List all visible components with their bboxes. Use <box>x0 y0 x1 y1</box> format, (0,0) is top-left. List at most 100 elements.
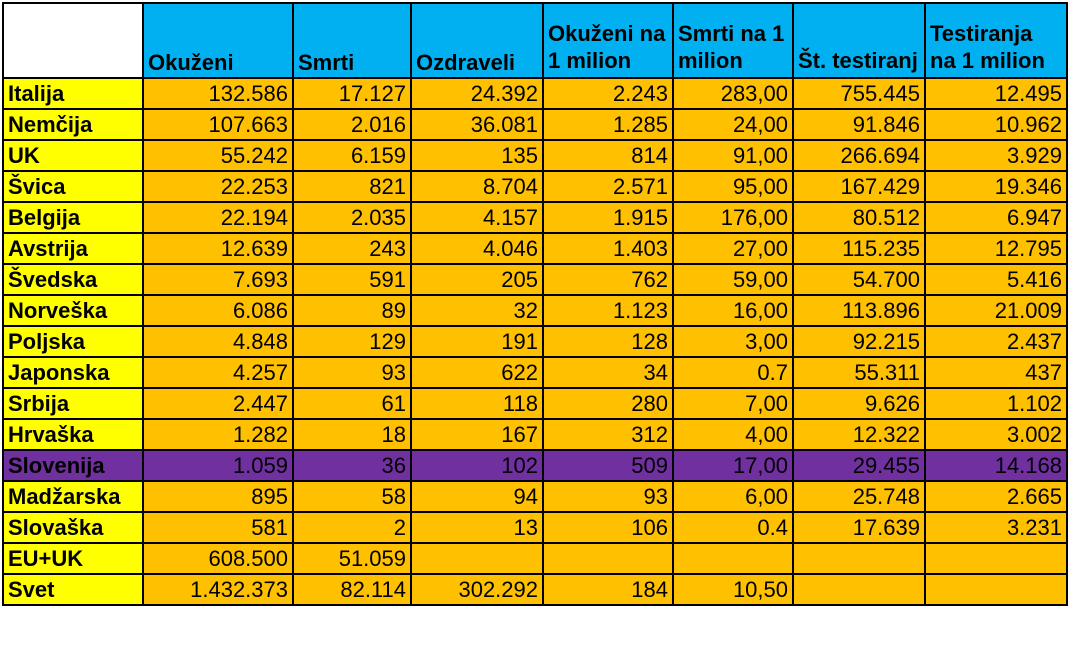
value-cell: 94 <box>410 480 544 513</box>
value-cell: 82.114 <box>292 573 412 606</box>
value-cell: 1.915 <box>542 201 674 234</box>
value-cell: 9.626 <box>792 387 926 420</box>
value-cell: 509 <box>542 449 674 482</box>
value-cell: 2.437 <box>924 325 1068 358</box>
table-row: Srbija 2.447 61 118 280 7,00 9.626 1.102 <box>2 387 1068 420</box>
value-cell: 115.235 <box>792 232 926 265</box>
value-cell: 814 <box>542 139 674 172</box>
header-cell: Smrti na 1 milion <box>672 2 794 79</box>
value-cell <box>672 542 794 575</box>
value-cell: 80.512 <box>792 201 926 234</box>
value-cell: 12.639 <box>142 232 294 265</box>
value-cell <box>542 542 674 575</box>
value-cell: 1.282 <box>142 418 294 451</box>
value-cell: 2.243 <box>542 77 674 110</box>
value-cell: 2 <box>292 511 412 544</box>
country-cell: Madžarska <box>2 480 144 513</box>
value-cell: 129 <box>292 325 412 358</box>
value-cell: 95,00 <box>672 170 794 203</box>
table-row: Belgija 22.194 2.035 4.157 1.915 176,00 80.512… <box>2 201 1068 234</box>
value-cell: 2.447 <box>142 387 294 420</box>
value-cell: 191 <box>410 325 544 358</box>
country-cell: Svet <box>2 573 144 606</box>
value-cell: 13 <box>410 511 544 544</box>
value-cell: 93 <box>542 480 674 513</box>
value-cell: 591 <box>292 263 412 296</box>
country-cell: EU+UK <box>2 542 144 575</box>
value-cell: 10,50 <box>672 573 794 606</box>
value-cell: 17.127 <box>292 77 412 110</box>
table-row: Svet 1.432.373 82.114 302.292 184 10,50 <box>2 573 1068 606</box>
value-cell: 622 <box>410 356 544 389</box>
value-cell: 113.896 <box>792 294 926 327</box>
country-cell: Italija <box>2 77 144 110</box>
value-cell: 17,00 <box>672 449 794 482</box>
value-cell: 24,00 <box>672 108 794 141</box>
value-cell <box>410 542 544 575</box>
value-cell: 167.429 <box>792 170 926 203</box>
value-cell: 2.016 <box>292 108 412 141</box>
value-cell: 128 <box>542 325 674 358</box>
table-row: EU+UK 608.500 51.059 <box>2 542 1068 575</box>
table-row: Nemčija 107.663 2.016 36.081 1.285 24,00 91.84… <box>2 108 1068 141</box>
table-body: Italija 132.586 17.127 24.392 2.243 283,00 755… <box>2 77 1068 606</box>
value-cell: 36 <box>292 449 412 482</box>
value-cell: 762 <box>542 263 674 296</box>
value-cell: 895 <box>142 480 294 513</box>
table-row: Avstrija 12.639 243 4.046 1.403 27,00 115.235 1… <box>2 232 1068 265</box>
value-cell: 7.693 <box>142 263 294 296</box>
value-cell <box>792 573 926 606</box>
value-cell: 243 <box>292 232 412 265</box>
value-cell: 581 <box>142 511 294 544</box>
value-cell: 2.035 <box>292 201 412 234</box>
value-cell: 6.159 <box>292 139 412 172</box>
value-cell: 3,00 <box>672 325 794 358</box>
value-cell: 1.123 <box>542 294 674 327</box>
value-cell: 3.002 <box>924 418 1068 451</box>
table-row: Slovaška 581 2 13 106 0.4 17.639 3.231 <box>2 511 1068 544</box>
value-cell: 58 <box>292 480 412 513</box>
value-cell: 4.257 <box>142 356 294 389</box>
header-cell: Okuženi <box>142 2 294 79</box>
value-cell <box>924 542 1068 575</box>
value-cell: 51.059 <box>292 542 412 575</box>
header-cell: Smrti <box>292 2 412 79</box>
value-cell: 608.500 <box>142 542 294 575</box>
value-cell: 12.322 <box>792 418 926 451</box>
value-cell: 4,00 <box>672 418 794 451</box>
value-cell: 821 <box>292 170 412 203</box>
table-row: Slovenija 1.059 36 102 509 17,00 29.455 14.168 <box>2 449 1068 482</box>
value-cell: 1.432.373 <box>142 573 294 606</box>
value-cell: 10.962 <box>924 108 1068 141</box>
value-cell: 27,00 <box>672 232 794 265</box>
value-cell: 1.059 <box>142 449 294 482</box>
value-cell: 36.081 <box>410 108 544 141</box>
value-cell: 6.947 <box>924 201 1068 234</box>
value-cell: 18 <box>292 418 412 451</box>
table-row: Poljska 4.848 129 191 128 3,00 92.215 2.437 <box>2 325 1068 358</box>
value-cell: 8.704 <box>410 170 544 203</box>
value-cell: 0.7 <box>672 356 794 389</box>
value-cell: 22.253 <box>142 170 294 203</box>
country-cell: Hrvaška <box>2 418 144 451</box>
value-cell: 55.242 <box>142 139 294 172</box>
value-cell: 93 <box>292 356 412 389</box>
table-row: Norveška 6.086 89 32 1.123 16,00 113.896 21.009 <box>2 294 1068 327</box>
value-cell: 118 <box>410 387 544 420</box>
value-cell: 4.848 <box>142 325 294 358</box>
value-cell: 135 <box>410 139 544 172</box>
header-cell: Št. testiranj <box>792 2 926 79</box>
value-cell: 283,00 <box>672 77 794 110</box>
value-cell: 2.571 <box>542 170 674 203</box>
table-row: Italija 132.586 17.127 24.392 2.243 283,00 755… <box>2 77 1068 110</box>
value-cell: 17.639 <box>792 511 926 544</box>
country-cell: UK <box>2 139 144 172</box>
value-cell: 24.392 <box>410 77 544 110</box>
value-cell: 22.194 <box>142 201 294 234</box>
country-cell: Švica <box>2 170 144 203</box>
value-cell: 266.694 <box>792 139 926 172</box>
value-cell: 0.4 <box>672 511 794 544</box>
value-cell: 6.086 <box>142 294 294 327</box>
value-cell: 12.495 <box>924 77 1068 110</box>
country-cell: Norveška <box>2 294 144 327</box>
